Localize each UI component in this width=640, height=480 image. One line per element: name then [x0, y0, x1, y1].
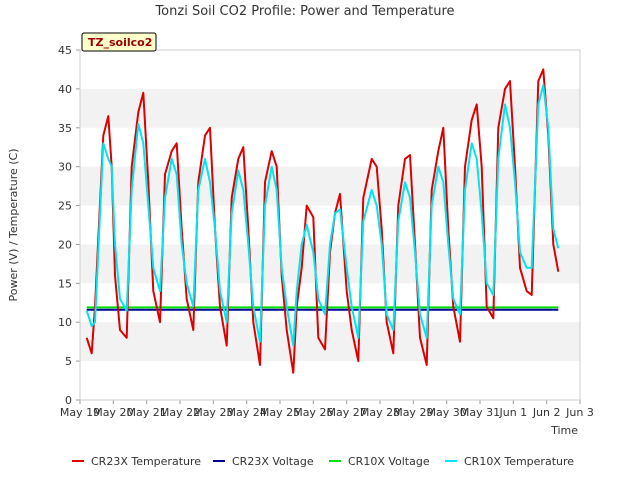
legend-label: CR23X Voltage [232, 455, 314, 468]
y-tick-label: 30 [58, 161, 72, 174]
series-line-cr10x-temperature [85, 84, 560, 347]
x-tick-label: May 23 [193, 406, 233, 419]
grid-bands [80, 88, 580, 362]
x-tick-label: May 19 [60, 406, 100, 419]
legend-item: CR23X Temperature [72, 455, 201, 468]
x-tick-label: May 27 [327, 406, 367, 419]
x-tick-label: May 20 [93, 406, 133, 419]
y-tick-label: 20 [58, 238, 72, 251]
legend-label: CR10X Voltage [348, 455, 430, 468]
series-lines [85, 68, 560, 374]
annotation-text: TZ_soilco2 [88, 36, 152, 49]
y-axis-label: Power (V) / Temperature (C) [7, 148, 20, 301]
legend: CR23X Temperature CR23X Voltage CR10X Volt… [72, 455, 574, 468]
x-tick-label: May 22 [160, 406, 200, 419]
legend-item: CR10X Temperature [445, 455, 574, 468]
y-tick-label: 0 [65, 394, 72, 407]
x-tick-label: May 26 [293, 406, 333, 419]
y-tick-label: 5 [65, 355, 72, 368]
x-tick-label: Jun 1 [498, 406, 527, 419]
chart-title: Tonzi Soil CO2 Profile: Power and Temper… [154, 4, 454, 19]
x-axis-label: Time [550, 424, 578, 437]
grid-band [80, 166, 580, 206]
x-tick-label: May 31 [460, 406, 500, 419]
legend-item: CR10X Voltage [329, 455, 430, 468]
x-tick-label: May 24 [227, 406, 267, 419]
legend-item: CR23X Voltage [213, 455, 314, 468]
annotation-box: TZ_soilco2 [81, 32, 157, 52]
plot-frame [79, 49, 581, 401]
x-tick-label: May 25 [260, 406, 300, 419]
x-tick-label: May 30 [427, 406, 467, 419]
x-tick-label: May 28 [360, 406, 400, 419]
x-tick-label: Jun 2 [532, 406, 561, 419]
legend-label: CR10X Temperature [464, 455, 574, 468]
x-tick-label: Jun 3 [565, 406, 594, 419]
legend-label: CR23X Temperature [91, 455, 201, 468]
y-tick-label: 15 [58, 277, 72, 290]
x-tick-label: May 29 [393, 406, 433, 419]
y-tick-label: 45 [58, 44, 72, 57]
grid-band [80, 88, 580, 128]
grid-band [80, 322, 580, 362]
y-tick-label: 25 [58, 200, 72, 213]
y-tick-label: 10 [58, 316, 72, 329]
y-axis-ticks: 0 5 10 15 20 25 30 35 40 45 [58, 44, 80, 407]
y-tick-label: 40 [58, 83, 72, 96]
x-tick-label: May 21 [127, 406, 167, 419]
y-tick-label: 35 [58, 122, 72, 135]
